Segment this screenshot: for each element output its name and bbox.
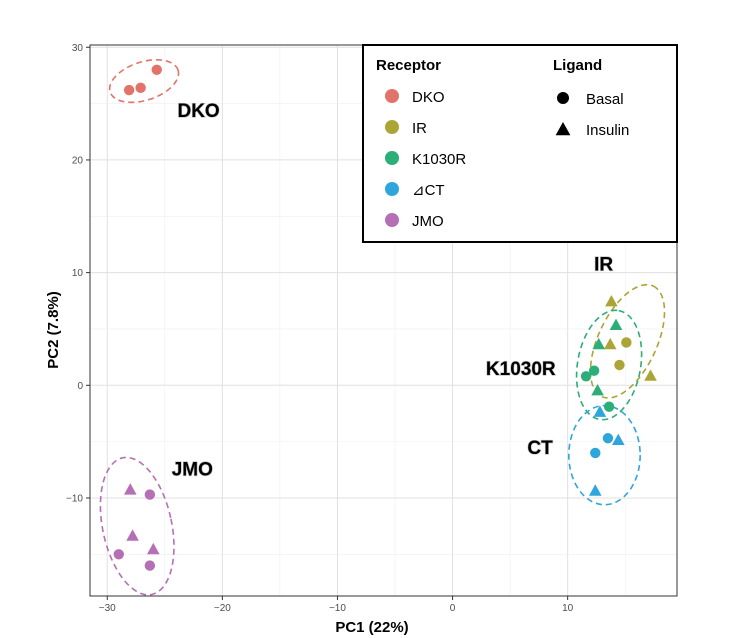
legend-receptor-label: ⊿CT	[412, 182, 445, 199]
cluster-label: CT	[527, 438, 553, 459]
data-point-basal	[135, 82, 146, 94]
data-point-basal	[590, 447, 601, 459]
cluster-label: IR	[594, 254, 613, 275]
data-points	[113, 64, 657, 571]
data-point-insulin	[612, 433, 625, 445]
legend-ligand-items: Basal Insulin	[555, 91, 629, 139]
data-point-basal	[588, 365, 600, 376]
axis-ticks: −30 −20 −10 0 10 −10 0 10 20 30	[66, 43, 574, 614]
legend-receptor-label: K1030R	[412, 151, 466, 168]
legend-receptor-label: DKO	[412, 89, 445, 106]
cluster-label: K1030R	[486, 359, 556, 380]
data-point-insulin	[609, 318, 623, 331]
x-tick-label: −20	[214, 603, 231, 614]
y-tick-label: 10	[72, 268, 84, 279]
legend-receptor-swatch	[385, 89, 399, 103]
data-point-basal	[144, 560, 156, 571]
cluster-ellipse	[575, 309, 643, 421]
data-point-basal	[151, 64, 162, 75]
cluster-label: JMO	[172, 459, 213, 480]
legend-ligand-swatch	[555, 121, 571, 136]
legend-ligand-swatch	[556, 91, 570, 105]
x-tick-label: −30	[99, 603, 116, 614]
data-point-basal	[603, 401, 615, 412]
x-tick-label: 10	[562, 603, 574, 614]
data-point-basal	[113, 549, 124, 560]
legend-ligand-label: Insulin	[586, 122, 629, 139]
data-point-insulin	[588, 484, 602, 496]
cluster-ellipse	[108, 58, 180, 104]
data-point-basal	[123, 84, 135, 96]
data-point-insulin	[592, 337, 606, 350]
legend-receptor-items: DKO IR K1030R ⊿CT JMO	[385, 89, 466, 230]
data-point-insulin	[603, 337, 617, 350]
data-point-insulin	[644, 369, 657, 381]
data-point-basal	[144, 489, 156, 500]
legend-receptor-swatch	[385, 213, 399, 227]
cluster-ellipse	[99, 456, 175, 596]
y-axis-title: PC2 (7.8%)	[45, 291, 62, 369]
data-point-insulin	[593, 405, 607, 417]
data-point-insulin	[591, 384, 604, 396]
legend-receptor-swatch	[385, 120, 399, 134]
x-tick-label: 0	[450, 603, 456, 614]
legend-ligand-label: Basal	[586, 91, 624, 108]
y-tick-label: 0	[77, 381, 83, 392]
data-point-insulin	[147, 542, 160, 555]
legend: Receptor Ligand DKO IR K1030R ⊿CT JMO Basal I…	[362, 44, 678, 243]
y-tick-label: −10	[66, 493, 83, 504]
legend-receptor-label: IR	[412, 120, 427, 137]
data-point-insulin	[605, 295, 618, 307]
cluster-labels: DKO IR K1030R CT JMO	[171, 101, 614, 482]
data-point-basal	[580, 371, 592, 382]
cluster-ellipse	[589, 283, 666, 399]
legend-receptor-label: JMO	[412, 213, 444, 230]
legend-ligand-title: Ligand	[553, 57, 602, 74]
legend-receptor-swatch	[385, 182, 399, 196]
legend-receptor-swatch	[385, 151, 399, 165]
cluster-ellipses	[99, 58, 666, 596]
data-point-basal	[602, 433, 614, 444]
x-axis-title: PC1 (22%)	[335, 619, 408, 636]
data-point-insulin	[123, 483, 137, 495]
data-point-basal	[621, 337, 632, 348]
data-point-basal	[614, 359, 625, 371]
y-tick-label: 30	[72, 43, 84, 54]
y-tick-label: 20	[72, 155, 84, 166]
cluster-label: DKO	[177, 101, 219, 122]
legend-box	[362, 44, 678, 243]
data-point-insulin	[126, 529, 139, 541]
x-tick-label: −10	[329, 603, 346, 614]
legend-receptor-title: Receptor	[376, 57, 441, 74]
